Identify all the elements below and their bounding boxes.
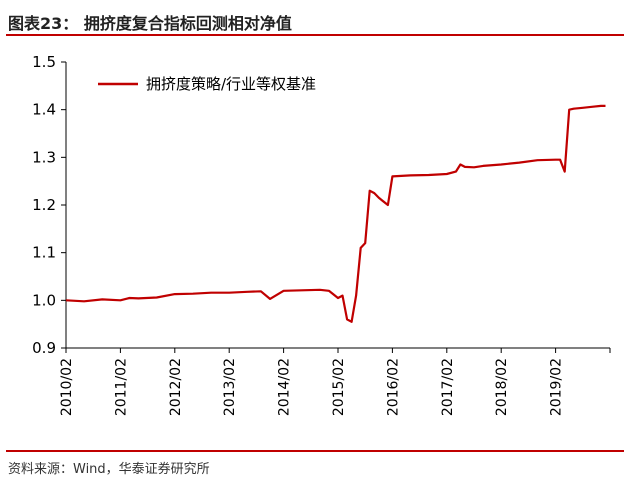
figure-title: 图表23： 拥挤度复合指标回测相对净值 <box>8 14 292 33</box>
footer-divider <box>6 450 624 452</box>
figure-header: 图表23： 拥挤度复合指标回测相对净值 <box>6 6 624 36</box>
legend-label: 拥挤度策略/行业等权基准 <box>146 75 316 93</box>
x-tick-label: 2014/02 <box>277 358 293 416</box>
y-tick-label: 1.2 <box>32 196 56 214</box>
y-tick-label: 1.1 <box>32 244 56 262</box>
y-tick-label: 1.5 <box>32 53 56 71</box>
x-tick-label: 2017/02 <box>440 358 456 416</box>
x-tick-label: 2013/02 <box>222 358 238 416</box>
x-tick-label: 2019/02 <box>549 358 565 416</box>
y-tick-label: 1.4 <box>32 101 56 119</box>
line-chart: 0.9 1.0 1.1 1.2 1.3 1.4 1.5 2010/02 2011/02 2012/… <box>32 53 611 416</box>
y-tick-label: 0.9 <box>32 339 56 357</box>
source-note: 资料来源：Wind，华泰证券研究所 <box>8 462 210 477</box>
chart-area: 0.9 1.0 1.1 1.2 1.3 1.4 1.5 2010/02 2011/02 2012/… <box>0 40 632 448</box>
y-tick-label: 1.0 <box>32 291 56 309</box>
x-tick-label: 2015/02 <box>331 358 347 416</box>
x-tick-label: 2012/02 <box>168 358 184 416</box>
x-tick-label: 2010/02 <box>59 358 75 416</box>
x-tick-label: 2018/02 <box>494 358 510 416</box>
series-line <box>65 104 606 323</box>
y-tick-label: 1.3 <box>32 148 56 166</box>
x-tick-label: 2011/02 <box>113 358 129 416</box>
x-tick-label: 2016/02 <box>385 358 401 416</box>
